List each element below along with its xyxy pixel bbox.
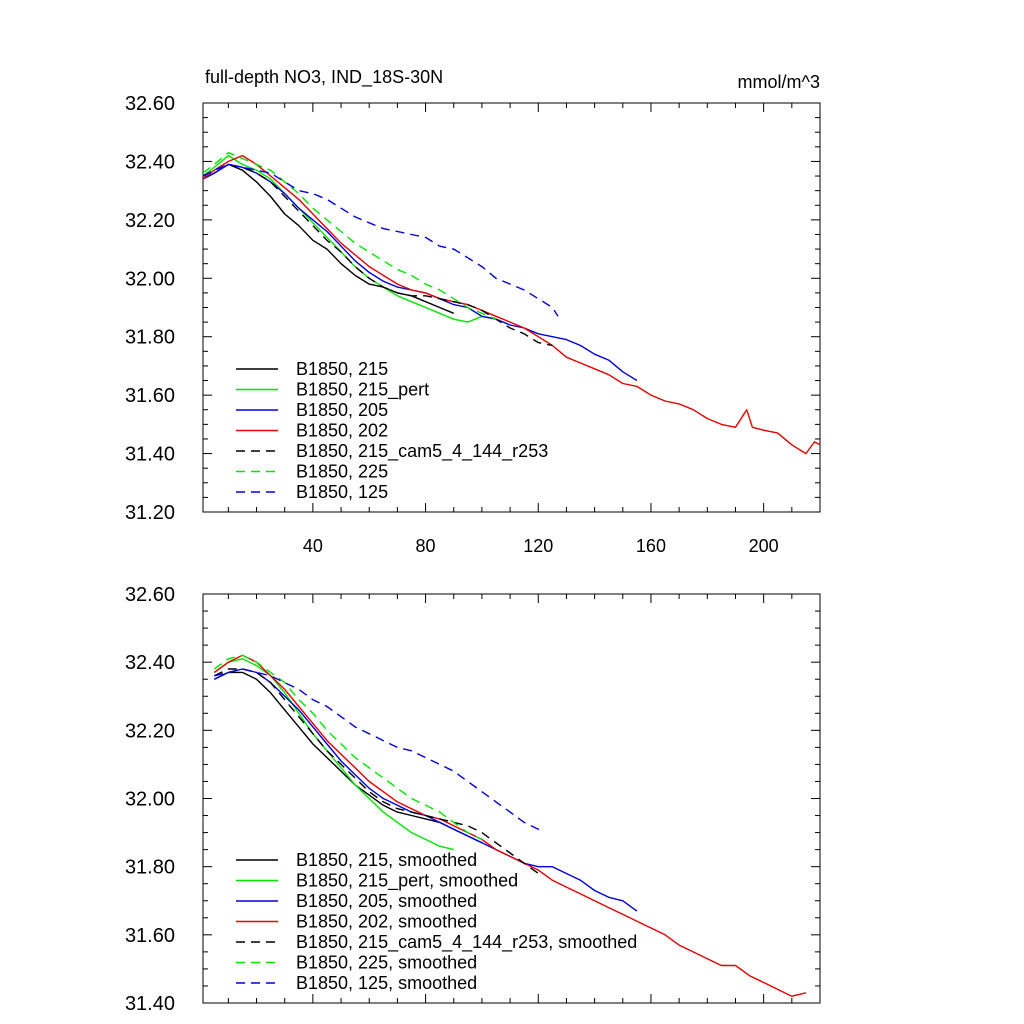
legend-label: B1850, 215: [296, 359, 388, 379]
legend-label: B1850, 205, smoothed: [296, 891, 477, 911]
y-tick-label: 32.00: [125, 789, 175, 811]
x-tick-label: 80: [416, 536, 436, 556]
y-tick-label: 32.60: [125, 93, 175, 115]
series-line: [202, 163, 553, 347]
y-tick-label: 32.00: [125, 268, 175, 290]
x-tick-label: 200: [749, 536, 779, 556]
series-line: [202, 151, 497, 320]
series-line: [213, 668, 539, 875]
y-tick-label: 32.60: [125, 584, 175, 606]
y-tick-label: 31.40: [125, 444, 175, 466]
legend-label: B1850, 215, smoothed: [296, 850, 477, 870]
y-tick-label: 32.20: [125, 720, 175, 742]
series-line: [213, 671, 483, 844]
series-line: [202, 154, 821, 455]
y-tick-label: 31.40: [125, 993, 175, 1015]
y-tick-label: 31.60: [125, 385, 175, 407]
legend-label: B1850, 215_pert, smoothed: [296, 871, 518, 892]
y-tick-label: 31.80: [125, 857, 175, 879]
legend-label: B1850, 125, smoothed: [296, 973, 477, 993]
chart-title: full-depth NO3, IND_18S-30N: [205, 67, 443, 88]
series-line: [213, 654, 483, 841]
legend-label: B1850, 202, smoothed: [296, 912, 477, 932]
legend-label: B1850, 215_cam5_4_144_r253: [296, 441, 548, 462]
y-tick-label: 32.40: [125, 151, 175, 173]
series-line: [202, 163, 559, 317]
y-tick-label: 32.20: [125, 210, 175, 232]
series-line: [202, 163, 638, 382]
y-tick-label: 31.60: [125, 925, 175, 947]
bottom-chart-panel: 31.40 31.60 31.80 32.00 32.20 32.40 32.60 B1850…: [125, 584, 821, 1015]
series-line: [214, 668, 545, 834]
top-chart-panel: 40 80 120 160 200 31.20 31.40 31.60 31.80 32.00 32…: [125, 93, 821, 556]
y-tick-label: 31.80: [125, 327, 175, 349]
legend-label: B1850, 225: [296, 462, 388, 482]
x-tick-label: 160: [636, 536, 666, 556]
units-label: mmol/m^3: [738, 72, 820, 92]
series-line: [213, 654, 807, 997]
y-tick-label: 31.20: [125, 502, 175, 524]
legend-label: B1850, 202: [296, 421, 388, 441]
series-line: [213, 658, 454, 851]
x-tick-label: 120: [523, 536, 553, 556]
legend-label: B1850, 205: [296, 400, 388, 420]
legend-label: B1850, 125: [296, 482, 388, 502]
y-tick-label: 32.40: [125, 652, 175, 674]
legend-label: B1850, 215_pert: [296, 380, 429, 401]
legend-label: B1850, 225, smoothed: [296, 953, 477, 973]
x-tick-label: 40: [303, 536, 323, 556]
legend-label: B1850, 215_cam5_4_144_r253, smoothed: [296, 932, 637, 953]
